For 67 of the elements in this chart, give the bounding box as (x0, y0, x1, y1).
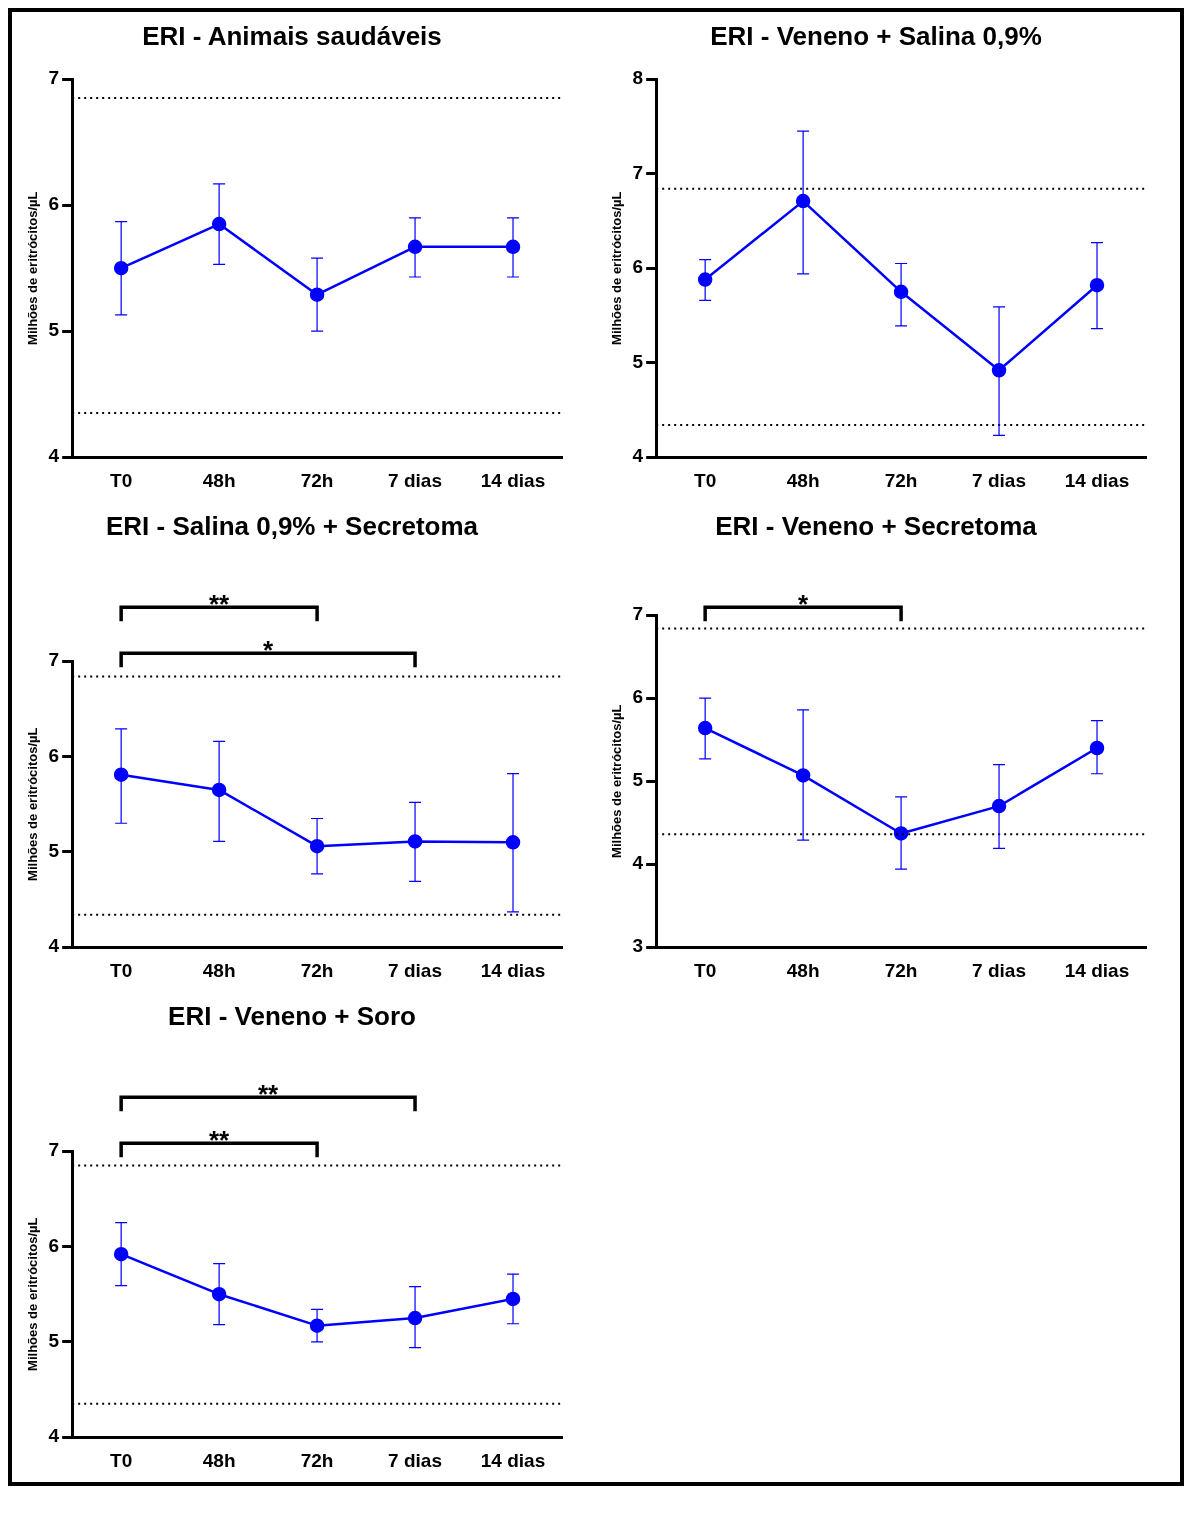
point (697, 272, 713, 287)
y-tick-label: 8 (632, 67, 644, 89)
y-tick-label: 6 (48, 1234, 60, 1256)
y-tick-label: 5 (48, 840, 60, 862)
x-tick-label: 14 dias (480, 469, 546, 491)
annotation: * (798, 589, 810, 620)
y-tick-label: 6 (48, 193, 60, 215)
x-tick-label: T0 (110, 959, 133, 981)
text: ** (257, 1079, 280, 1110)
x-tick-label: 72h (884, 469, 918, 491)
annotation: * (263, 635, 275, 666)
y-tick-label: 4 (48, 445, 60, 467)
y-tick-label: 4 (632, 445, 644, 467)
x-tick-label: 14 dias (480, 1449, 546, 1471)
x-tick-label: T0 (110, 469, 133, 491)
y-tick-label: 5 (48, 1330, 60, 1352)
text: ** (208, 589, 231, 620)
x-tick-label: 14 dias (1064, 959, 1130, 981)
y-tick-label: 5 (632, 769, 644, 791)
y-tick-label: 6 (48, 744, 60, 766)
y-tick-label: 6 (632, 686, 644, 708)
x-tick-label: T0 (694, 959, 717, 981)
y-tick-label: 4 (48, 1425, 60, 1447)
y-tick-label: 3 (632, 935, 644, 957)
x-tick-label: 72h (300, 469, 334, 491)
x-tick-label: T0 (694, 469, 717, 491)
x-tick-label: 48h (202, 1449, 236, 1471)
x-tick-label: 48h (202, 959, 236, 981)
x-tick-label: 7 dias (388, 959, 442, 981)
y-axis-title: Milhões de eritrócitos/µL (25, 1217, 41, 1371)
y-tick-label: 7 (48, 649, 60, 671)
y-tick-label: 4 (48, 935, 60, 957)
x-tick-label: 7 dias (972, 959, 1026, 981)
y-tick-label: 4 (632, 852, 644, 874)
x-tick-label: 72h (300, 1449, 334, 1471)
x-tick-label: 7 dias (388, 469, 442, 491)
point (697, 720, 713, 736)
x-tick-label: 48h (786, 469, 820, 491)
annotation: ** (208, 1125, 231, 1156)
x-tick-label: 7 dias (388, 1449, 442, 1471)
chart-title: ERI - Veneno + Soro (168, 1000, 416, 1031)
y-axis-title: Milhões de eritrócitos/µL (25, 191, 41, 345)
y-tick-label: 7 (48, 1139, 60, 1161)
y-tick-label: 7 (48, 67, 60, 89)
x-tick-label: 14 dias (480, 959, 546, 981)
x-tick-label: 7 dias (972, 469, 1026, 491)
y-tick-label: 5 (48, 319, 60, 341)
point (113, 767, 129, 782)
chart-title: ERI - Salina 0,9% + Secretoma (105, 510, 479, 541)
y-tick-label: 6 (632, 256, 644, 278)
chart-title: ERI - Veneno + Secretoma (715, 510, 1038, 541)
y-axis-title: Milhões de eritrócitos/µL (25, 727, 41, 881)
y-axis-title: Milhões de eritrócitos/µL (609, 704, 625, 858)
x-tick-label: 72h (300, 959, 334, 981)
y-tick-label: 7 (632, 603, 644, 625)
point (113, 1246, 129, 1262)
chart-title: ERI - Animais saudáveis (142, 20, 442, 51)
x-tick-label: 72h (884, 959, 918, 981)
x-tick-label: T0 (110, 1449, 133, 1471)
y-tick-label: 5 (632, 350, 644, 372)
x-tick-label: 48h (202, 469, 236, 491)
chart-title: ERI - Veneno + Salina 0,9% (710, 20, 1042, 51)
y-tick-label: 7 (632, 161, 644, 183)
y-axis-title: Milhões de eritrócitos/µL (609, 191, 625, 345)
x-tick-label: 14 dias (1064, 469, 1130, 491)
x-tick-label: 48h (786, 959, 820, 981)
point (113, 260, 129, 276)
